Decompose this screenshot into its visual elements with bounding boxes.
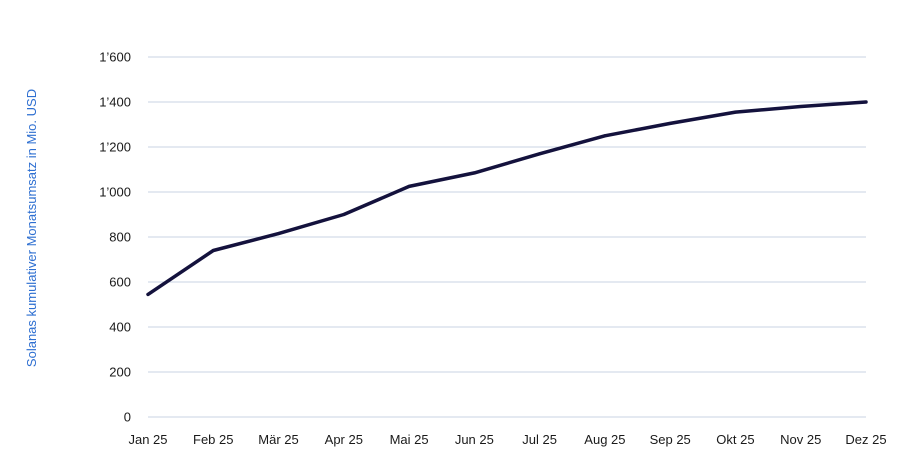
x-axis-ticks: Jan 25 Feb 25 Mär 25 Apr 25 Mai 25 Jun 25 Jul … bbox=[128, 432, 886, 447]
y-tick-label: 1’200 bbox=[99, 140, 131, 155]
y-tick-label: 0 bbox=[124, 410, 131, 425]
y-tick-label: 1’000 bbox=[99, 185, 131, 200]
x-tick-label: Jan 25 bbox=[128, 432, 167, 447]
y-axis-title: Solanas kumulativer Monatsumsatz in Mio.… bbox=[24, 89, 39, 367]
data-point bbox=[864, 100, 868, 104]
y-tick-label: 600 bbox=[109, 275, 131, 290]
series-line bbox=[146, 100, 868, 297]
y-tick-label: 400 bbox=[109, 320, 131, 335]
data-point bbox=[146, 292, 150, 296]
data-point bbox=[277, 232, 281, 236]
series-layer bbox=[146, 100, 868, 297]
data-point bbox=[211, 249, 215, 252]
x-tick-label: Apr 25 bbox=[325, 432, 363, 447]
data-point bbox=[603, 134, 607, 138]
x-tick-label: Sep 25 bbox=[650, 432, 691, 447]
x-tick-label: Mär 25 bbox=[258, 432, 298, 447]
data-point bbox=[472, 171, 476, 175]
x-tick-label: Dez 25 bbox=[845, 432, 886, 447]
x-tick-label: Okt 25 bbox=[716, 432, 754, 447]
y-tick-label: 1’600 bbox=[99, 50, 131, 65]
data-point bbox=[407, 184, 411, 188]
x-tick-label: Aug 25 bbox=[584, 432, 625, 447]
x-tick-label: Jul 25 bbox=[522, 432, 557, 447]
y-tick-label: 1’400 bbox=[99, 95, 131, 110]
x-tick-label: Nov 25 bbox=[780, 432, 821, 447]
data-point bbox=[668, 121, 672, 125]
data-point bbox=[342, 213, 346, 216]
x-tick-label: Feb 25 bbox=[193, 432, 233, 447]
y-tick-label: 800 bbox=[109, 230, 131, 245]
y-axis-ticks: 0 200 400 600 800 1’000 1’200 1’400 1’600 bbox=[99, 50, 131, 425]
x-tick-label: Mai 25 bbox=[390, 432, 429, 447]
y-tick-label: 200 bbox=[109, 365, 131, 380]
x-tick-label: Jun 25 bbox=[455, 432, 494, 447]
data-point bbox=[538, 152, 542, 156]
data-point bbox=[799, 105, 803, 108]
data-point bbox=[733, 110, 737, 114]
